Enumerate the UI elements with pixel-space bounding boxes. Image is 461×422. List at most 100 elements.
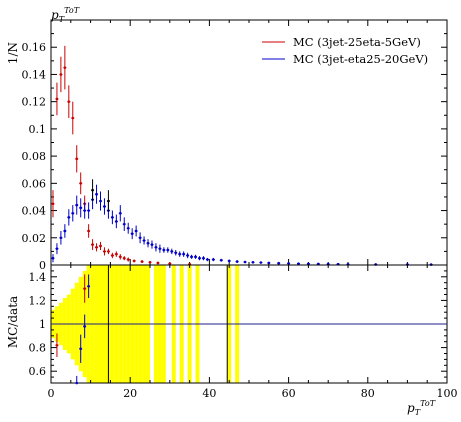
series-2-point-marker: [63, 229, 67, 233]
series-2-point-marker: [55, 247, 59, 250]
series-1-point: [63, 45, 67, 90]
series-1-point: [99, 241, 102, 251]
series-1-point-marker: [122, 256, 126, 260]
series-2-point: [59, 230, 63, 245]
series-1-point-marker: [99, 244, 102, 248]
series-2-point-marker: [79, 206, 82, 210]
ratio-series-2-point: [83, 314, 87, 339]
series-2-point-marker: [235, 260, 239, 263]
ratio-y-tick-label: 0.6: [29, 365, 47, 378]
series-2-point-marker: [178, 252, 181, 256]
series-2-point: [150, 240, 154, 249]
series-2-point: [186, 252, 190, 259]
main-y-tick-label: 0.16: [22, 41, 47, 54]
series-2-point: [110, 210, 114, 225]
series-2-point-marker: [307, 262, 310, 266]
series-1-point: [59, 56, 63, 93]
chart-title-sub: T: [59, 15, 65, 24]
series-1-point: [67, 85, 71, 118]
legend-label-2: MC (3jet-eta25-20GeV): [293, 52, 428, 66]
ratio-y-tick-label: 1.4: [29, 271, 47, 284]
series-1-point-marker: [67, 100, 71, 103]
series-2-point-marker: [142, 239, 146, 242]
ratio-series-1-point-marker: [83, 287, 86, 290]
series-2-point-marker: [251, 260, 255, 264]
series-2-point: [182, 251, 186, 257]
series-2-point-marker: [202, 256, 205, 260]
series-2-point-marker: [87, 209, 90, 212]
series-2-point: [227, 259, 231, 263]
series-2-point: [205, 257, 209, 262]
ratio-series-2-point: [75, 375, 79, 385]
series-2-point: [71, 205, 75, 222]
series-1-point-marker: [87, 229, 90, 233]
series-2-point-marker: [243, 260, 247, 264]
series-2-point: [243, 260, 247, 264]
series-2-point: [158, 244, 162, 253]
ratio-series-1-point: [55, 333, 59, 358]
series-1-point: [132, 259, 136, 263]
data-point: [106, 190, 110, 212]
ratio-y-axis-label: MC/data: [6, 296, 20, 348]
series-1-point-marker: [140, 260, 144, 263]
ratio-y-tick-label: 0.8: [29, 342, 47, 355]
main-y-tick-label: 0.04: [22, 205, 47, 218]
series-2-point-marker: [227, 259, 231, 263]
series-2-point: [83, 202, 87, 219]
series-2-point: [138, 232, 142, 244]
series-2-point-marker: [130, 232, 134, 235]
series-2-point: [267, 261, 271, 265]
series-2-point-marker: [138, 236, 142, 240]
series-1-point-marker: [126, 258, 130, 261]
series-2-point-marker: [170, 250, 174, 253]
ratio-series-2-point-marker: [87, 284, 90, 288]
main-y-tick-label: 0.06: [22, 177, 47, 190]
series-2-point: [297, 262, 300, 265]
series-1-point-marker: [91, 243, 94, 246]
series-2-point-marker: [182, 252, 185, 256]
series-1-point-marker: [168, 262, 172, 265]
ratio-series-2-point: [87, 274, 91, 299]
x-axis-label: pTToT: [407, 399, 436, 417]
series-2-point: [134, 225, 138, 237]
series-1-point: [75, 145, 79, 173]
series-2-point: [79, 198, 83, 218]
series-1-point-marker: [79, 182, 82, 185]
series-2-point: [219, 258, 223, 262]
series-2-point: [194, 254, 198, 259]
series-2-point: [170, 248, 174, 255]
series-1-point: [118, 254, 122, 260]
series-2-point: [95, 184, 99, 204]
main-y-tick-label: 0: [39, 259, 46, 272]
legend-entry-1: MC (3jet-25eta-5GeV): [262, 35, 421, 49]
ratio-series-2-point: [79, 334, 83, 363]
series-2-point-marker: [158, 247, 162, 250]
main-y-tick-label: 0.12: [22, 96, 47, 109]
series-1-point-marker: [156, 261, 160, 265]
series-1-point-marker: [103, 250, 106, 253]
main-y-tick-label: 0.14: [22, 68, 47, 81]
main-panel: 0.02 0.04 0.06 0.08 0.1 0.12 0.14 0.16 0: [22, 19, 448, 272]
series-2-point-marker: [134, 229, 138, 233]
series-2-point: [235, 260, 239, 263]
series-2-point-marker: [174, 251, 178, 255]
series-1-point-marker: [107, 250, 110, 253]
series-2-point: [142, 236, 146, 245]
series-2-point-marker: [99, 199, 102, 203]
series-2-point: [51, 254, 55, 263]
series-2-point: [190, 254, 194, 259]
series-2-point: [201, 256, 205, 261]
series-2-point: [277, 261, 281, 265]
series-2-point: [63, 224, 67, 238]
series-1-point: [91, 239, 95, 251]
series-2-point-marker: [297, 262, 300, 265]
ratio-series-2-point-marker: [79, 347, 82, 351]
series-2-point: [130, 228, 134, 240]
series-1-point: [51, 190, 55, 218]
data-point-marker: [107, 199, 110, 203]
x-tick-label: 60: [282, 387, 296, 400]
main-y-tick-label: 0.02: [22, 232, 47, 245]
series-1-point: [71, 101, 75, 135]
main-y-tick-label: 0.08: [22, 150, 47, 163]
